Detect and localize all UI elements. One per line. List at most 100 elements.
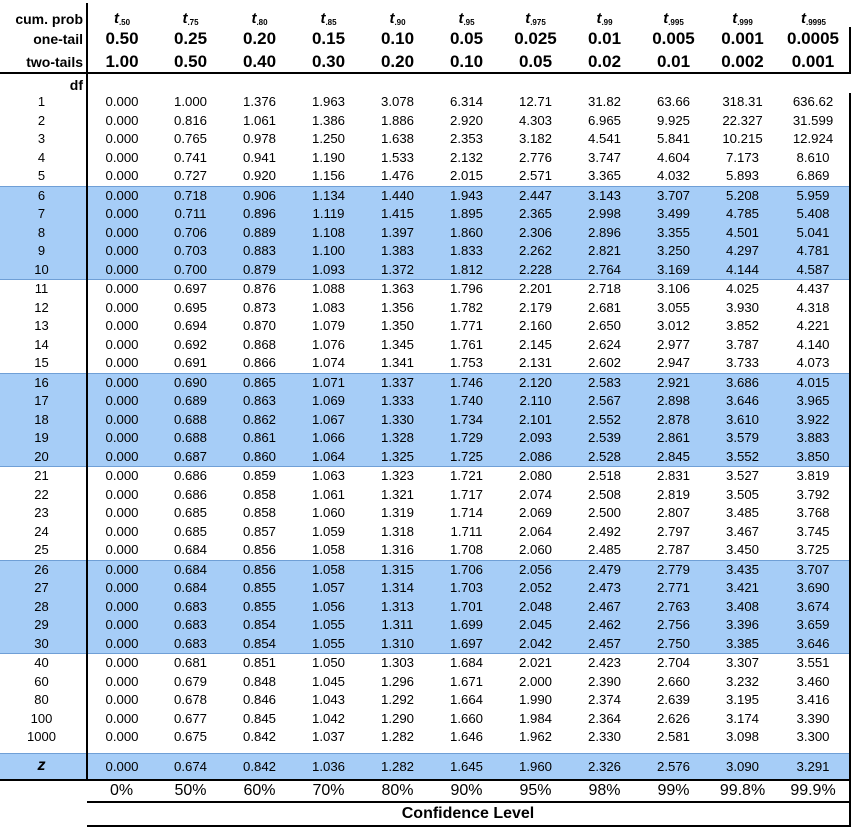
critical-value-cell: 2.776: [518, 149, 552, 165]
confidence-value: 99.8%: [708, 778, 777, 802]
critical-value-cell: 3.435: [708, 559, 777, 579]
critical-value-cell: 3.819: [777, 466, 851, 486]
critical-value-cell: 4.297: [708, 242, 777, 261]
critical-value-cell: 2.807: [656, 505, 690, 521]
df-cell: 26: [0, 559, 88, 579]
critical-value-cell: 0.000: [87, 410, 156, 429]
t-letter: t: [389, 10, 395, 27]
critical-value-cell: 1.943: [432, 185, 501, 205]
critical-value-cell: 0.000: [87, 429, 156, 448]
critical-value-cell: 1.812: [432, 260, 501, 280]
z-value-cell: 1.282: [363, 752, 432, 780]
critical-value-cell: 2.015: [449, 168, 483, 184]
critical-value-cell: 12.71: [518, 94, 552, 110]
df-header-spacer: [225, 73, 294, 93]
spacer-row: [0, 746, 851, 753]
critical-value-cell: 2.353: [449, 131, 483, 147]
t-symbol: t.80: [251, 10, 267, 27]
table-row: 60 0.000 0.679 0.848 1.045 1.296 1.671 2.000 2.3…: [0, 672, 851, 691]
critical-value-cell: 1.703: [432, 579, 501, 598]
t-symbol: t.975: [525, 10, 546, 27]
critical-value-cell: 1.734: [432, 410, 501, 429]
critical-value-cell: 2.861: [639, 429, 708, 448]
critical-value-cell: 0.000: [105, 692, 139, 708]
critical-value-cell: 1.057: [294, 579, 363, 598]
critical-value-cell: 1.761: [449, 336, 483, 352]
df-header-spacer: [363, 73, 432, 93]
confidence-value: 70%: [294, 778, 363, 802]
critical-value-cell: 2.423: [587, 655, 621, 671]
critical-value-cell: 3.499: [639, 205, 708, 224]
critical-value-cell: 2.831: [656, 468, 690, 484]
critical-value-cell: 2.080: [518, 468, 552, 484]
critical-value-cell: 0.681: [173, 655, 207, 671]
critical-value-cell: 1.058: [294, 559, 363, 579]
df-cell: 5: [0, 167, 88, 186]
t-subscript: .50: [118, 18, 131, 27]
critical-value-cell: 0.000: [105, 149, 139, 165]
critical-value-cell: 0.883: [225, 242, 294, 261]
critical-value-cell: 318.31: [722, 94, 763, 110]
critical-value-cell: 0.685: [173, 505, 207, 521]
critical-value-cell: 0.000: [105, 673, 139, 689]
z-value-cell: 2.326: [570, 752, 639, 780]
df-cell: 24: [0, 522, 88, 541]
critical-value-cell: 1.714: [449, 505, 483, 521]
confidence-value: 98%: [570, 778, 639, 802]
critical-value-cell: 1.323: [380, 468, 414, 484]
header-row-cum-prob: cum. prob t.50 t.75 t.80 t.85 t.90 t.95 t.975 t…: [0, 3, 850, 27]
critical-value-cell: 2.390: [587, 673, 621, 689]
one-tail-value: 0.10: [380, 29, 415, 48]
critical-value-cell: 0.851: [242, 655, 276, 671]
critical-value-cell: 3.467: [725, 523, 759, 539]
confidence-value: 80%: [363, 778, 432, 802]
critical-value-cell: 3.725: [777, 541, 851, 560]
critical-value-cell: 2.364: [587, 710, 621, 726]
critical-value-cell: 2.581: [656, 729, 690, 745]
critical-value-cell: 3.169: [639, 260, 708, 280]
critical-value-cell: 5.893: [725, 168, 759, 184]
critical-value-cell: 1.083: [311, 299, 345, 315]
two-tails-value: 0.30: [294, 51, 363, 74]
critical-value-cell: 3.551: [777, 653, 851, 673]
critical-value-cell: 0.855: [225, 579, 294, 598]
critical-value-cell: 3.174: [725, 710, 759, 726]
critical-value-cell: 1.037: [311, 729, 345, 745]
t-symbol: t.75: [182, 10, 198, 27]
one-tail-value: 0.50: [105, 29, 139, 48]
one-tail-value: 0.001: [721, 29, 764, 48]
critical-value-cell: 3.659: [777, 616, 851, 635]
critical-value-cell: 0.688: [156, 429, 225, 448]
critical-value-cell: 1.638: [380, 131, 414, 147]
column-header-t-symbol: t.90: [363, 3, 432, 27]
table-body: cum. prob t.50 t.75 t.80 t.85 t.90 t.95 t.975 t…: [0, 3, 851, 827]
z-row: z 0.000 0.674 0.842 1.036 1.282 1.645 1.960 2.32…: [0, 752, 851, 780]
df-cell: 9: [0, 242, 88, 261]
critical-value-cell: 1.725: [432, 447, 501, 467]
critical-value-cell: 1.328: [363, 429, 432, 448]
critical-value-cell: 1.753: [449, 355, 483, 371]
critical-value-cell: 3.883: [777, 429, 851, 448]
critical-value-cell: 0.906: [225, 185, 294, 205]
critical-value-cell: 0.000: [87, 634, 156, 654]
critical-value-cell: 0.687: [156, 447, 225, 467]
t-letter: t: [113, 10, 119, 27]
df-cell: 1000: [0, 728, 88, 747]
critical-value-cell: 1.050: [311, 655, 345, 671]
critical-value-cell: 2.998: [570, 205, 639, 224]
critical-value-cell: 10.215: [722, 131, 763, 147]
t-letter: t: [458, 10, 464, 27]
critical-value-cell: 3.408: [708, 597, 777, 616]
critical-value-cell: 2.048: [501, 597, 570, 616]
critical-value-cell: 0.718: [156, 185, 225, 205]
table-row: 30 0.000 0.683 0.854 1.055 1.310 1.697 2.042 2.4…: [0, 634, 851, 654]
df-header-spacer: [708, 73, 777, 93]
critical-value-cell: 4.437: [777, 279, 851, 299]
critical-value-cell: 2.518: [587, 468, 621, 484]
critical-value-cell: 3.850: [777, 447, 851, 467]
critical-value-cell: 0.855: [225, 597, 294, 616]
t-subscript: .95: [463, 18, 475, 27]
critical-value-cell: 2.086: [501, 447, 570, 467]
critical-value-cell: 1.061: [311, 486, 345, 502]
critical-value-cell: 0.000: [105, 299, 139, 315]
